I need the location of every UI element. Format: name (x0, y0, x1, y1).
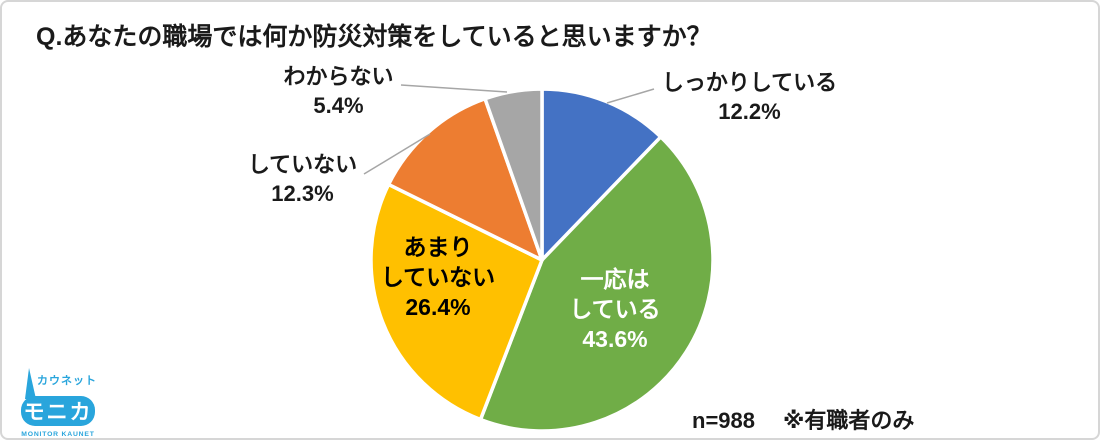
pie-slices (369, 87, 715, 433)
label-ichiou-line1: 一応は (580, 266, 650, 292)
pie-slice-4 (483, 87, 544, 262)
sample-size: n=988 (692, 408, 755, 433)
leader-line-wakaranai (400, 84, 508, 93)
logo-bubble (21, 396, 95, 426)
question-title: Q.あなたの職場では何か防災対策をしていると思いますか？ (36, 23, 712, 51)
label-amari: あまり していない 26.4% (348, 232, 528, 322)
filter-note: ※有職者のみ (783, 408, 915, 433)
label-shikkari: しっかりしている 12.2% (652, 68, 847, 126)
label-shitenai-pct: 12.3% (271, 181, 334, 206)
leader-lines (363, 84, 655, 175)
label-ichiou-line2: している (569, 296, 661, 322)
label-ichiou-pct: 43.6% (582, 326, 648, 352)
logo-bottom-text: MONITOR KAUNET (21, 431, 94, 438)
label-shikkari-text: しっかりしている (661, 70, 838, 95)
logo-main-text: モニカ (24, 401, 93, 424)
label-amari-pct: 26.4% (405, 294, 471, 320)
leader-line-shikkari (606, 88, 655, 104)
sample-note: n=988 ※有職者のみ (692, 403, 914, 435)
logo-top-text: カウネット (37, 374, 97, 387)
label-amari-line1: あまり (403, 234, 473, 260)
pie-slice-3 (386, 97, 544, 262)
leader-line-shitenai (363, 133, 431, 175)
label-ichiou: 一応は している 43.6% (525, 264, 705, 354)
kaunet-monika-logo: カウネット モニカ MONITOR KAUNET (21, 368, 97, 438)
pie-slice-0 (540, 87, 663, 262)
label-wakaranai-pct: 5.4% (313, 93, 364, 118)
label-shitenai: していない 12.3% (210, 150, 395, 208)
pie-slice-2 (369, 182, 544, 422)
label-shitenai-text: していない (247, 152, 358, 177)
label-amari-line2: していない (380, 264, 496, 290)
label-shikkari-pct: 12.2% (718, 99, 781, 124)
label-wakaranai: わからない 5.4% (246, 62, 431, 120)
logo-tail-icon (25, 368, 36, 399)
pie-slice-1 (478, 135, 715, 433)
label-wakaranai-text: わからない (283, 64, 394, 89)
